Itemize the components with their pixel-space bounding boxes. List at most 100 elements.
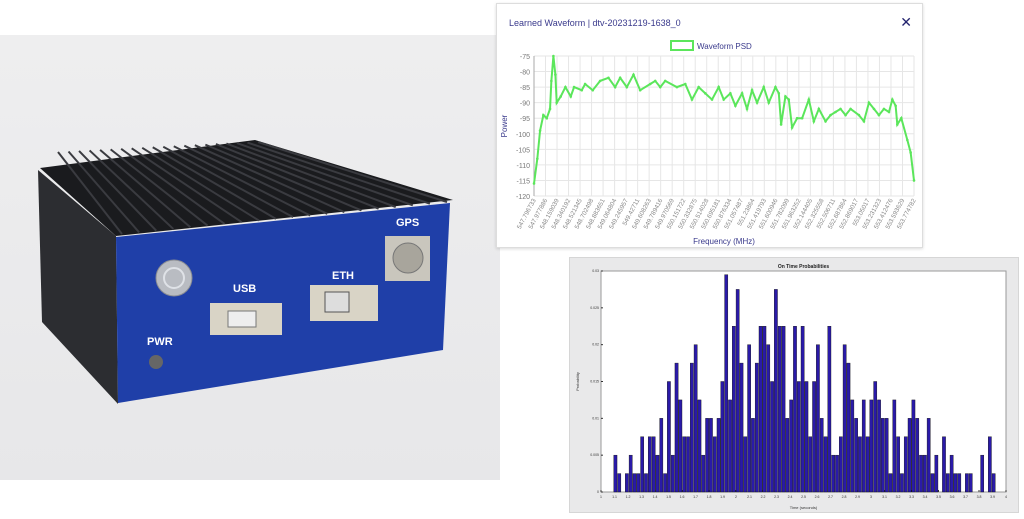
histogram-bar	[968, 473, 973, 493]
histogram-bar	[865, 436, 870, 493]
legend-swatch	[670, 40, 694, 51]
psd-data-point	[857, 113, 861, 117]
histogram-bar	[915, 418, 920, 493]
close-icon[interactable]: ✕	[900, 14, 912, 30]
histogram-bar	[774, 289, 778, 493]
psd-data-point	[532, 182, 536, 185]
heatsink-fin	[257, 141, 448, 203]
histogram-bar	[659, 418, 664, 493]
usb-label: USB	[233, 283, 256, 295]
heatsink-fin	[78, 150, 157, 232]
psd-data-point	[690, 98, 694, 101]
psd-data-point	[906, 138, 909, 142]
psd-data-point	[618, 76, 622, 80]
histogram-bar	[835, 454, 839, 493]
psd-data-point	[583, 82, 587, 86]
histogram-bar	[900, 473, 904, 493]
histogram-bar	[705, 418, 709, 493]
histogram-bar	[632, 473, 637, 493]
psd-data-point	[829, 113, 832, 117]
histogram-bar	[873, 381, 878, 493]
histogram-bar	[636, 473, 641, 493]
histogram-bar	[896, 436, 900, 493]
histogram-bar	[831, 454, 836, 493]
psd-data-point	[755, 101, 759, 104]
histogram-bar	[625, 473, 629, 493]
histogram-bar	[842, 344, 847, 493]
gps-socket	[392, 242, 424, 274]
psd-data-point	[569, 95, 573, 98]
psd-data-point	[767, 101, 771, 104]
x-tick-label: 1.8	[707, 495, 712, 499]
histogram-bar	[816, 344, 820, 493]
heatsink-fin	[215, 143, 379, 210]
y-tick-label: -110	[517, 163, 531, 170]
histogram-bar	[907, 418, 912, 493]
histogram-bar	[823, 436, 828, 493]
histogram-bar	[804, 381, 809, 493]
psd-data-point	[895, 123, 899, 126]
psd-data-point	[536, 157, 539, 160]
histogram-bar	[881, 418, 885, 493]
x-tick-label: 1.2	[626, 495, 631, 499]
x-tick-label: 1.4	[653, 495, 658, 499]
y-tick-label: 0.015	[590, 380, 599, 384]
histogram-bar	[701, 454, 706, 493]
eth-label: ETH	[332, 270, 354, 282]
psd-data-point	[675, 85, 679, 89]
psd-data-point	[550, 79, 553, 83]
x-tick-label: 2.5	[801, 495, 806, 499]
histogram-bar	[812, 381, 816, 493]
x-tick-label: 3	[870, 495, 872, 499]
histogram-bar	[647, 436, 652, 493]
y-tick-label: -120	[516, 194, 530, 201]
heatsink-fin	[141, 146, 260, 222]
pwr-connector	[149, 355, 163, 369]
psd-data-point	[867, 101, 871, 104]
y-axis-label: Probability	[575, 372, 580, 391]
psd-data-point	[607, 76, 610, 80]
histogram-bar	[888, 473, 893, 493]
histogram-bar	[724, 274, 729, 493]
psd-data-point	[894, 104, 897, 108]
y-tick-label: 0.03	[592, 269, 599, 273]
histogram-bar	[644, 473, 648, 493]
front-panel	[116, 203, 450, 403]
histogram-bar	[926, 418, 931, 493]
x-tick-label: 3.6	[950, 495, 955, 499]
heatsink-fin	[236, 142, 414, 207]
dialog-title: Learned Waveform | dtv-20231219-1638_0	[509, 18, 681, 28]
heatsink-fin	[162, 145, 294, 219]
y-tick-label: 0.02	[592, 343, 599, 347]
histogram-bar	[693, 344, 698, 493]
histogram-bar	[735, 289, 740, 493]
histogram-bar	[923, 454, 927, 493]
psd-data-point	[912, 179, 916, 182]
heatsink-fin	[88, 149, 174, 230]
histogram-bar	[869, 399, 874, 493]
psd-data-point	[632, 73, 635, 76]
heatsink-fin	[226, 142, 397, 208]
y-tick-label: -95	[520, 116, 530, 123]
histogram-bar	[827, 326, 832, 493]
psd-data-point	[824, 120, 827, 123]
histogram-bar	[716, 418, 721, 493]
heatsink-fin	[194, 144, 345, 214]
histogram-bar	[934, 454, 939, 493]
x-tick-label: 2.1	[747, 495, 752, 499]
histogram-bar	[686, 436, 690, 493]
psd-data-point	[648, 82, 652, 86]
psd-data-point	[559, 95, 563, 98]
y-tick-label: -105	[516, 147, 530, 154]
psd-data-point	[750, 88, 754, 92]
histogram-bar	[988, 436, 992, 493]
histogram-bar	[682, 436, 687, 493]
psd-data-point	[554, 73, 557, 76]
histogram-bar	[850, 399, 855, 493]
x-tick-label: 2.8	[842, 495, 847, 499]
histogram-bar	[781, 326, 786, 493]
psd-data-point	[844, 113, 847, 117]
psd-data-point	[564, 85, 567, 89]
learned-waveform-dialog: Learned Waveform | dtv-20231219-1638_0 ✕…	[496, 3, 923, 248]
x-tick-label: 3.8	[977, 495, 982, 499]
